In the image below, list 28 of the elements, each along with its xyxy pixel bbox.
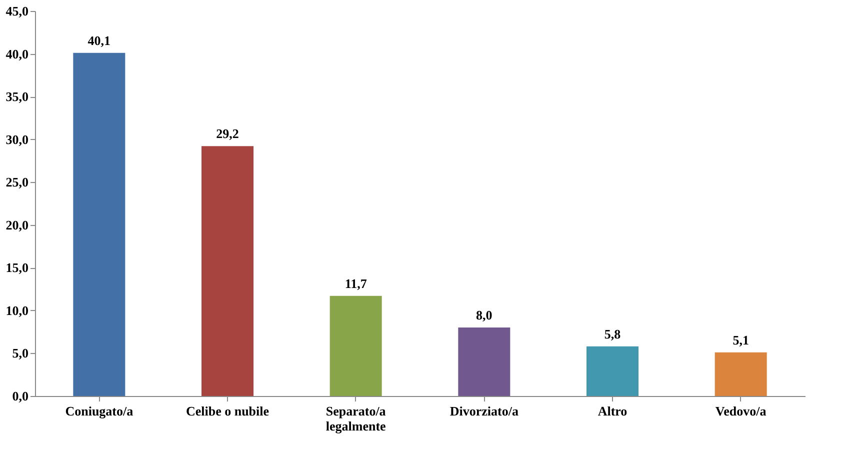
y-tick-label: 0,0 [12, 388, 28, 404]
data-label: 8,0 [476, 308, 492, 323]
x-tick-label: Separato/a legalmente [326, 404, 386, 434]
x-tick-label: Celibe o nubile [186, 404, 270, 418]
data-label: 40,1 [88, 32, 111, 48]
y-tick-label: 25,0 [6, 174, 28, 190]
bar [458, 328, 510, 396]
data-label: 29,2 [216, 126, 239, 142]
x-tick-label: Divorziato/a [450, 404, 519, 418]
bar [330, 296, 382, 396]
x-tick-label: Vedovo/a [715, 404, 767, 418]
x-tick-label: Altro [598, 404, 628, 418]
y-tick-label: 40,0 [6, 46, 28, 62]
y-tick-label: 15,0 [6, 260, 28, 276]
data-label: 5,8 [604, 326, 622, 342]
bar [714, 352, 767, 396]
y-tick-label: 35,0 [6, 89, 28, 104]
x-tick-label: Coniugato/a [65, 404, 134, 418]
data-label: 11,7 [344, 276, 368, 291]
y-tick-label: 5,0 [12, 346, 28, 361]
y-tick-label: 20,0 [6, 217, 28, 232]
data-label: 5,1 [732, 332, 749, 348]
bar [202, 146, 254, 396]
bar [73, 52, 126, 396]
y-tick-label: 30,0 [6, 132, 28, 147]
y-tick-label: 45,0 [6, 4, 28, 18]
bar [586, 346, 638, 396]
y-tick-label: 10,0 [6, 302, 28, 318]
